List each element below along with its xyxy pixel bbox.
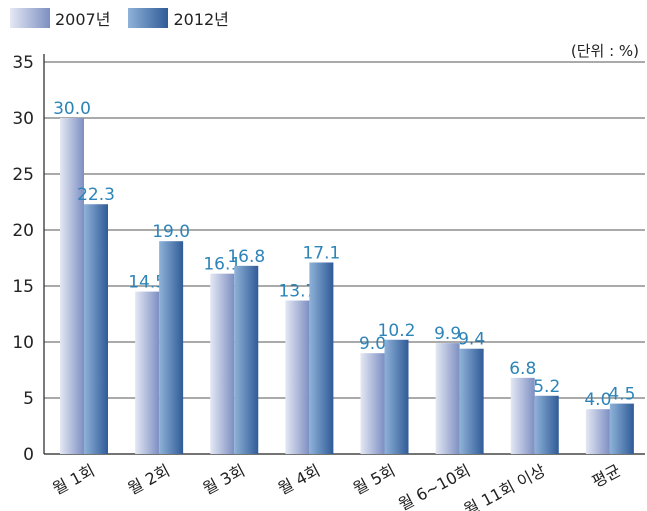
- value-label-2012-5: 9.4: [458, 330, 485, 350]
- legend-swatch-2012: [128, 8, 169, 28]
- y-tick-label-15: 15: [12, 277, 34, 297]
- y-tick-label-25: 25: [12, 165, 34, 185]
- legend: 2007년 2012년: [10, 6, 247, 30]
- x-tick-label-7: 평균: [589, 461, 624, 492]
- bar-2012-4: [384, 339, 409, 454]
- y-tick-label-0: 0: [23, 445, 34, 465]
- value-label-2007-2: 16.1: [203, 255, 241, 275]
- value-label-2012-0: 22.3: [77, 185, 115, 205]
- y-tick-label-20: 20: [12, 221, 34, 241]
- value-label-2012-3: 17.1: [302, 243, 340, 263]
- bar-2012-1: [159, 241, 184, 454]
- legend-label-2007: 2007년: [55, 10, 111, 29]
- bar-2012-5: [459, 348, 484, 454]
- x-tick-label-4: 월 5회: [350, 461, 398, 499]
- legend-label-2012: 2012년: [173, 10, 229, 29]
- x-tick-label-2: 월 3회: [200, 461, 248, 499]
- value-label-2007-0: 30.0: [53, 99, 91, 119]
- value-label-2007-1: 14.5: [128, 273, 166, 293]
- value-label-2012-4: 10.2: [378, 321, 416, 341]
- x-tick-label-0: 월 1회: [49, 461, 97, 499]
- x-tick-label-6: 월 11회 이상: [461, 461, 549, 511]
- bar-2007-4: [360, 353, 385, 454]
- bar-2007-7: [585, 409, 610, 454]
- value-label-2012-6: 5.2: [533, 377, 560, 397]
- y-tick-label-30: 30: [12, 109, 34, 129]
- y-tick-label-10: 10: [12, 333, 34, 353]
- bar-2007-5: [435, 343, 460, 454]
- value-label-2012-1: 19.0: [152, 222, 190, 242]
- bar-2007-3: [285, 300, 310, 454]
- x-tick-label-3: 월 4회: [275, 461, 323, 499]
- bar-2012-3: [309, 262, 334, 454]
- unit-label: (단위 : %): [570, 42, 639, 60]
- bar-2007-0: [60, 118, 84, 454]
- value-label-2012-7: 4.5: [608, 385, 635, 405]
- value-label-2007-3: 13.7: [278, 282, 316, 302]
- value-label-2007-6: 6.8: [509, 359, 536, 379]
- value-label-2007-7: 4.0: [584, 390, 611, 410]
- legend-swatch-2007: [10, 8, 50, 28]
- value-label-2007-4: 9.0: [359, 334, 386, 354]
- value-label-2012-2: 16.8: [227, 247, 265, 267]
- bar-2012-7: [609, 403, 634, 454]
- x-tick-label-1: 월 2회: [125, 461, 173, 499]
- legend-item-2007: 2007년: [10, 6, 110, 30]
- bar-2007-1: [135, 291, 160, 454]
- bar-2012-2: [234, 265, 259, 454]
- legend-item-2012: 2012년: [128, 6, 229, 30]
- bar-2007-6: [510, 377, 535, 454]
- bar-2007-2: [210, 273, 235, 454]
- value-label-2007-5: 9.9: [434, 324, 461, 344]
- bar-2012-0: [84, 204, 108, 454]
- y-tick-label-35: 35: [12, 53, 34, 73]
- y-tick-label-5: 5: [23, 389, 34, 409]
- bar-2012-6: [534, 395, 559, 454]
